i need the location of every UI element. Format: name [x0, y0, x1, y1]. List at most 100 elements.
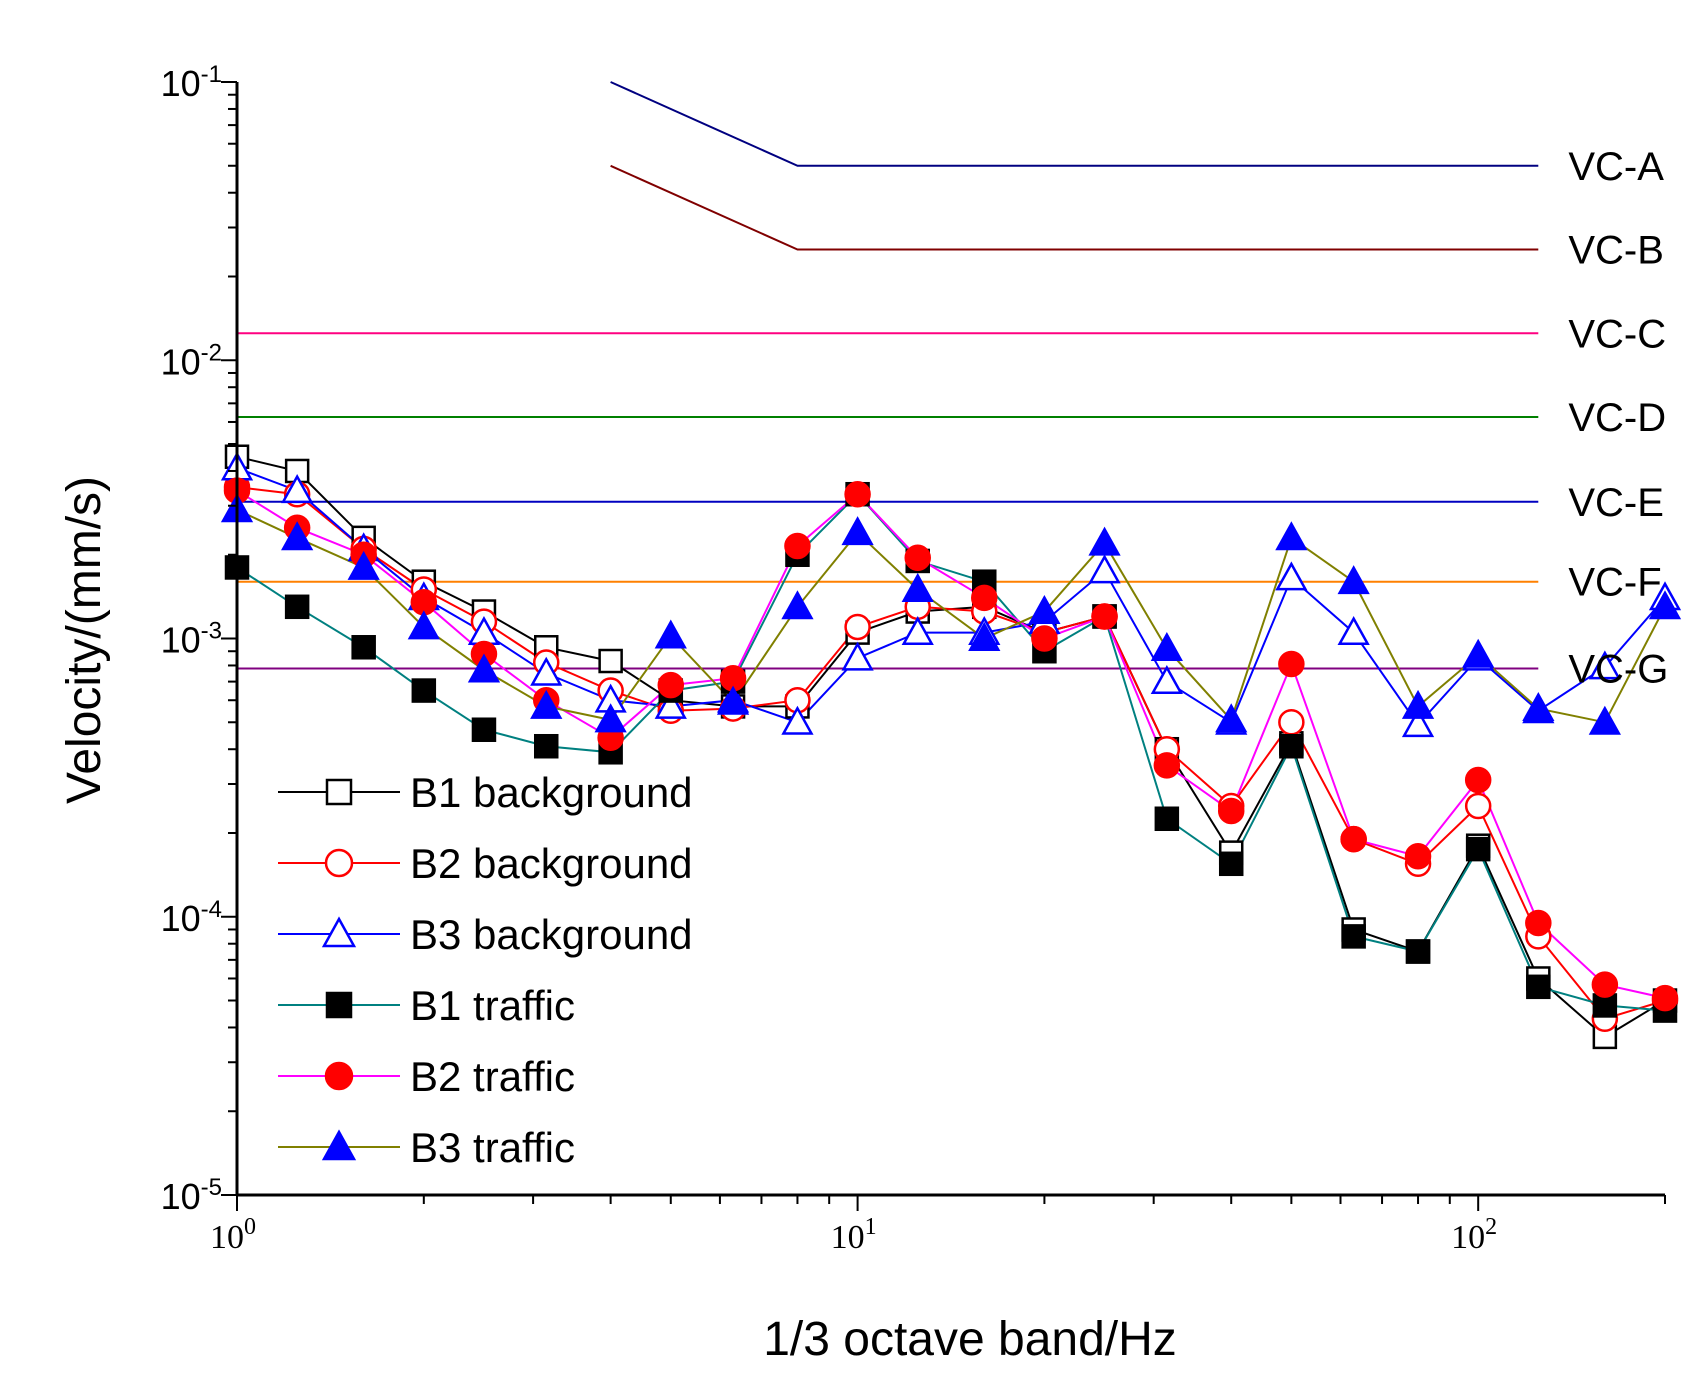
data-point-b1-traffic	[351, 635, 376, 660]
data-point-b1-traffic	[471, 717, 497, 742]
legend-item: B1 background	[278, 769, 693, 816]
data-point-b2-traffic	[1153, 752, 1181, 779]
series-line-b3-traffic	[236, 508, 1666, 724]
data-point-b3-traffic	[901, 572, 934, 602]
data-point-b2-traffic	[784, 532, 811, 560]
x-axis-title: 1/3 octave band/Hz	[763, 1313, 1177, 1366]
data-point-b2-background	[1278, 709, 1305, 736]
data-point-b3-traffic	[467, 653, 501, 683]
data-point-b1-traffic	[1405, 939, 1431, 964]
data-point-b3-traffic	[347, 550, 380, 580]
data-point-b3-traffic	[407, 610, 440, 640]
criteria-label-vc-c: VC-C	[1568, 312, 1666, 356]
data-point-b3-traffic	[1275, 521, 1308, 551]
data-point-b3-traffic	[1088, 526, 1121, 556]
data-point-b2-traffic	[1340, 825, 1367, 853]
legend-marker	[325, 778, 353, 806]
criteria-lines	[237, 81, 1539, 670]
x-tick-label: 102	[1451, 1214, 1497, 1256]
criteria-line-vc-a	[610, 81, 1539, 167]
data-point-b3-traffic	[1337, 565, 1370, 595]
data-point-b2-traffic	[904, 544, 931, 572]
data-point-b3-traffic	[1401, 689, 1435, 719]
y-tick-label: 10-4	[161, 896, 222, 939]
data-point-b2-traffic	[844, 480, 871, 508]
data-point-b2-traffic	[1031, 625, 1058, 652]
data-point-b2-traffic	[1591, 971, 1619, 998]
legend-item: B3 background	[278, 911, 693, 958]
data-point-b3-traffic	[1028, 594, 1061, 624]
data-point-b2-background	[844, 613, 871, 641]
data-point-b2-background	[1464, 792, 1492, 820]
data-point-b3-traffic	[530, 689, 563, 719]
data-point-b3-traffic	[1588, 705, 1621, 735]
y-tick-label: 10-1	[161, 61, 222, 104]
data-point-b1-background	[598, 648, 623, 674]
tick-labels: 100 101 102 10-1 10-2 10-3 10-4 10-5	[161, 61, 1498, 1256]
data-point-b2-traffic	[1651, 984, 1679, 1012]
data-point-b2-traffic	[1525, 909, 1552, 937]
y-tick-label: 10-5	[161, 1174, 222, 1217]
data-point-b3-background	[530, 656, 563, 686]
data-point-b3-traffic	[1648, 590, 1682, 620]
data-point-b1-traffic	[284, 594, 310, 620]
legend-label: B2 background	[410, 840, 693, 887]
data-point-b3-background	[1588, 650, 1621, 680]
data-point-b1-traffic	[533, 733, 559, 759]
y-axis-title: Velocity/(mm/s)	[58, 476, 111, 804]
legend-label: B1 background	[410, 769, 693, 816]
data-point-b1-traffic	[1279, 733, 1304, 759]
legend: B1 background B2 background B3 background B…	[278, 769, 693, 1171]
data-point-b3-background	[1150, 665, 1183, 695]
legend-label: B3 background	[410, 911, 693, 958]
data-point-b2-traffic	[1091, 603, 1118, 630]
data-point-b3-traffic	[1522, 691, 1555, 722]
data-point-b3-background	[654, 689, 687, 719]
legend-marker	[324, 848, 354, 878]
criteria-line-vc-b	[610, 164, 1539, 251]
legend-marker	[325, 991, 353, 1019]
x-tick-label: 101	[831, 1214, 877, 1256]
criteria-label-vc-e: VC-E	[1568, 481, 1664, 525]
data-point-b3-background	[281, 474, 314, 504]
y-tick-label: 10-3	[161, 618, 222, 661]
criteria-label-vc-f: VC-F	[1568, 561, 1661, 605]
data-point-b3-background	[1088, 554, 1121, 584]
data-point-b1-traffic	[1526, 974, 1551, 1000]
data-point-b1-traffic	[1341, 924, 1366, 949]
data-point-b3-traffic	[841, 516, 874, 546]
data-point-b2-traffic	[1217, 797, 1245, 825]
legend-item: B1 traffic	[278, 982, 575, 1029]
x-tick-label: 100	[210, 1214, 256, 1256]
data-point-b1-traffic	[1154, 806, 1180, 832]
data-point-b3-traffic	[654, 619, 687, 649]
legend-item: B3 traffic	[278, 1124, 575, 1171]
criteria-label-vc-g: VC-G	[1568, 648, 1668, 692]
legend-label: B2 traffic	[410, 1053, 575, 1100]
ticks	[221, 81, 1666, 1211]
data-point-b3-traffic	[281, 521, 314, 551]
y-tick-label: 10-2	[161, 339, 222, 382]
legend-item: B2 background	[278, 840, 693, 887]
data-point-b3-background	[901, 616, 934, 646]
criteria-label-vc-d: VC-D	[1568, 396, 1666, 440]
data-point-b3-background	[1401, 708, 1435, 738]
data-point-b3-traffic	[1150, 632, 1183, 662]
data-point-b3-background	[781, 705, 814, 735]
data-point-b1-traffic	[1465, 836, 1491, 862]
data-point-b3-traffic	[1215, 703, 1248, 733]
data-point-b2-traffic	[1404, 842, 1432, 870]
criteria-label-vc-b: VC-B	[1568, 229, 1664, 273]
data-point-b3-traffic	[781, 590, 814, 620]
data-point-b2-traffic	[1278, 650, 1305, 678]
data-point-b2-traffic	[1464, 766, 1492, 794]
data-point-b3-traffic	[716, 685, 750, 715]
data-point-b3-traffic	[968, 621, 1001, 651]
legend-label: B3 traffic	[410, 1124, 575, 1171]
legend-marker	[321, 916, 357, 948]
data-point-b1-traffic	[411, 678, 437, 703]
criteria-label-vc-a: VC-A	[1568, 145, 1664, 189]
criteria-labels: VC-A VC-B VC-C VC-D VC-E VC-F VC-G	[1568, 145, 1668, 692]
legend-label: B1 traffic	[410, 982, 575, 1029]
